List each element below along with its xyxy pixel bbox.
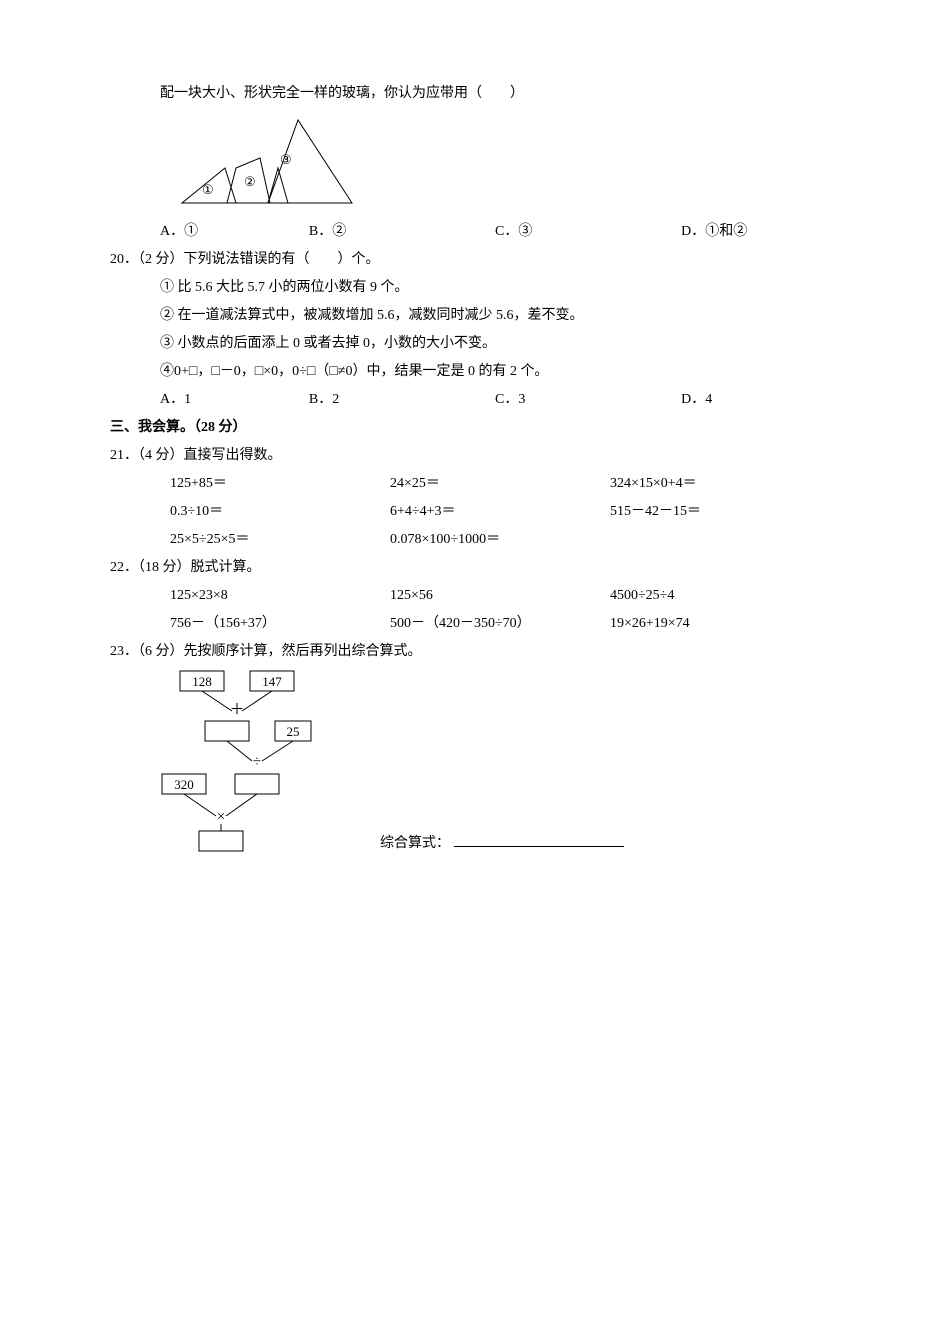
q19-opt-b[interactable]: B．②: [309, 218, 495, 246]
svg-text:320: 320: [174, 777, 194, 792]
q22-cell: 19×26+19×74: [610, 610, 830, 638]
section3-title: 三、我会算。（28 分）: [110, 414, 830, 442]
q22-header: 22．（18 分）脱式计算。: [110, 554, 830, 582]
q21-cell: [610, 526, 830, 554]
q19-opt-c[interactable]: C．③: [495, 218, 681, 246]
q19-opt-a[interactable]: A．①: [160, 218, 309, 246]
svg-text:147: 147: [262, 674, 282, 689]
q22-row-1: 125×23×8 125×56 4500÷25÷4: [110, 582, 830, 610]
q22-cell: 4500÷25÷4: [610, 582, 830, 610]
q21-cell: 24×25＝: [390, 470, 610, 498]
q23-diagram: 128 147 ＋ 25 ÷ 3: [150, 666, 360, 876]
q21-cell: 125+85＝: [170, 470, 390, 498]
q20-opt-d[interactable]: D．4: [681, 386, 830, 414]
svg-text:25: 25: [287, 724, 300, 739]
q21-cell: 0.078×100÷1000＝: [390, 526, 610, 554]
q21-cell: 25×5÷25×5＝: [170, 526, 390, 554]
q22-cell: 756－（156+37）: [170, 610, 390, 638]
q21-cell: 515－42－15＝: [610, 498, 830, 526]
q20-opt-b[interactable]: B．2: [309, 386, 495, 414]
q23-header: 23．（6 分）先按顺序计算，然后再列出综合算式。: [110, 638, 830, 666]
q19-stem: 配一块大小、形状完全一样的玻璃，你认为应带用（ ）: [110, 80, 830, 108]
svg-text:＋: ＋: [229, 702, 244, 718]
svg-text:×: ×: [217, 809, 225, 825]
q22-row-2: 756－（156+37） 500－（420－350÷70） 19×26+19×7…: [110, 610, 830, 638]
svg-text:②: ②: [244, 174, 256, 189]
svg-text:③: ③: [280, 152, 292, 167]
svg-text:128: 128: [192, 674, 212, 689]
q20-opt-c[interactable]: C．3: [495, 386, 681, 414]
q20-line-3: ③ 小数点的后面添上 0 或者去掉 0，小数的大小不变。: [110, 330, 830, 358]
q21-row-1: 125+85＝ 24×25＝ 324×15×0+4＝: [110, 470, 830, 498]
q19-figure: ① ② ③: [110, 108, 830, 218]
q21-row-3: 25×5÷25×5＝ 0.078×100÷1000＝: [110, 526, 830, 554]
q21-header: 21．（4 分）直接写出得数。: [110, 442, 830, 470]
q23-answer-blank[interactable]: [454, 832, 624, 847]
q22-cell: 125×56: [390, 582, 610, 610]
q22-cell: 125×23×8: [170, 582, 390, 610]
q22-cell: 500－（420－350÷70）: [390, 610, 610, 638]
q20-options: A．1 B．2 C．3 D．4: [110, 386, 830, 414]
svg-text:①: ①: [202, 182, 214, 197]
q20-line-2: ② 在一道减法算式中，被减数增加 5.6，减数同时减少 5.6，差不变。: [110, 302, 830, 330]
q21-cell: 324×15×0+4＝: [610, 470, 830, 498]
q23-answer-label: 综合算式：: [380, 836, 450, 851]
svg-text:÷: ÷: [253, 754, 261, 770]
q19-opt-d[interactable]: D．①和②: [681, 218, 830, 246]
q21-cell: 0.3÷10＝: [170, 498, 390, 526]
q19-options: A．① B．② C．③ D．①和②: [110, 218, 830, 246]
q21-cell: 6+4÷4+3＝: [390, 498, 610, 526]
q20-header: 20．（2 分）下列说法错误的有（ ）个。: [110, 246, 830, 274]
q23-answer-wrap: 综合算式：: [360, 830, 624, 876]
q20-line-1: ① 比 5.6 大比 5.7 小的两位小数有 9 个。: [110, 274, 830, 302]
q20-line-4: ④0+□，□－0，□×0，0÷□（□≠0）中，结果一定是 0 的有 2 个。: [110, 358, 830, 386]
q21-row-2: 0.3÷10＝ 6+4÷4+3＝ 515－42－15＝: [110, 498, 830, 526]
q20-opt-a[interactable]: A．1: [160, 386, 309, 414]
